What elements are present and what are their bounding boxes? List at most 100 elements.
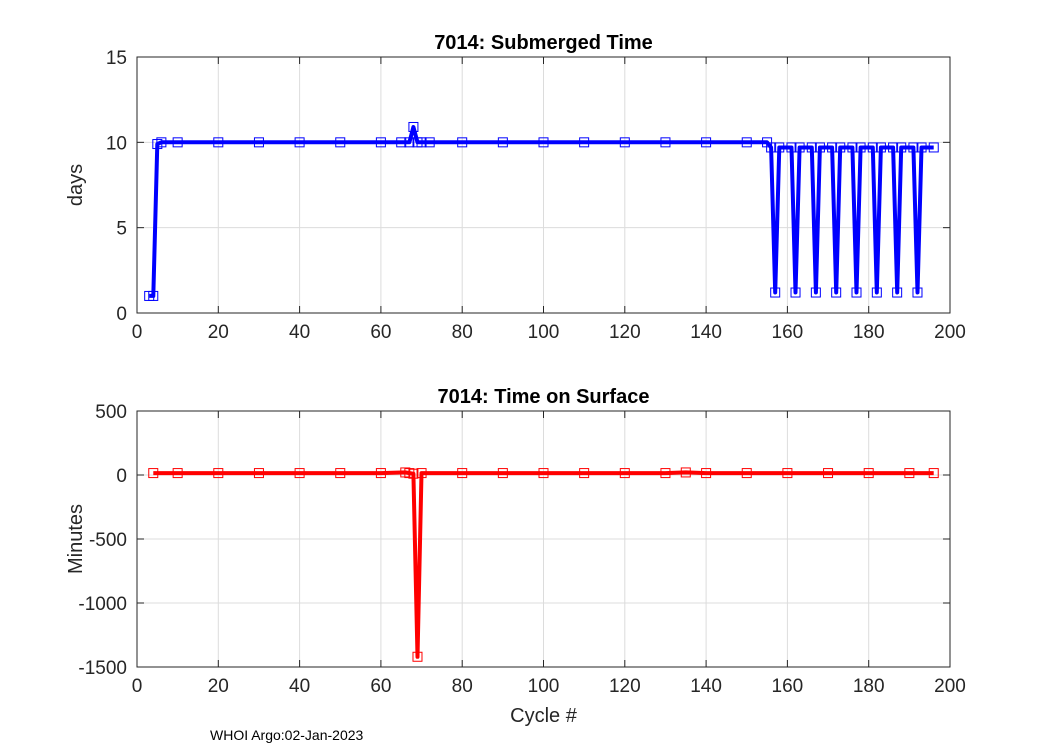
chart0-marker-0-40 <box>867 142 878 153</box>
chart0-marker-0-26 <box>770 287 781 298</box>
chart1-title: 7014: Time on Surface <box>438 386 650 408</box>
chart0-marker-0-4 <box>172 137 183 148</box>
chart0-marker-0-3 <box>156 137 167 148</box>
chart1-marker-0-5 <box>335 468 346 479</box>
chart0-marker-0-42 <box>875 142 886 153</box>
chart1-marker-0-2 <box>213 468 224 479</box>
chart1-marker-0-6 <box>375 468 386 479</box>
chart1-xtick-label-2: 40 <box>289 676 310 697</box>
footer-stamp: WHOI Argo:02-Jan-2023 <box>210 727 364 743</box>
chart0-marker-0-16 <box>457 137 468 148</box>
chart1-marker-0-10 <box>412 651 423 662</box>
chart0-ytick-label-2: 10 <box>106 133 127 154</box>
chart0-marker-0-44 <box>892 287 903 298</box>
chart0-marker-0-5 <box>213 137 224 148</box>
chart1-marker-0-0 <box>148 468 159 479</box>
chart1-xtick-label-7: 140 <box>690 676 722 697</box>
chart0-marker-0-9 <box>375 137 386 148</box>
chart1-ytick-label-4: -1500 <box>78 658 127 679</box>
chart0-marker-0-43 <box>888 142 899 153</box>
chart1-ytick-label-0: 500 <box>95 402 127 423</box>
chart0-marker-0-49 <box>928 142 939 153</box>
chart0-marker-0-35 <box>831 287 842 298</box>
chart0-marker-0-22 <box>701 137 712 148</box>
chart0-marker-0-29 <box>790 287 801 298</box>
chart0-marker-0-31 <box>806 142 817 153</box>
chart0-ytick-label-1: 5 <box>116 219 127 240</box>
chart0-ylabel: days <box>65 164 87 206</box>
chart0-xtick-label-0: 0 <box>132 322 143 343</box>
chart0-xtick-label-1: 20 <box>208 322 229 343</box>
chart0-marker-0-37 <box>847 142 858 153</box>
chart1-xtick-label-6: 120 <box>609 676 641 697</box>
chart0-marker-0-1 <box>148 290 159 301</box>
chart0-title: 7014: Submerged Time <box>434 32 653 54</box>
chart0-marker-0-28 <box>786 142 797 153</box>
chart0-marker-0-46 <box>908 142 919 153</box>
chart0-marker-0-25 <box>766 142 777 153</box>
chart1-xtick-label-1: 20 <box>208 676 229 697</box>
chart0-marker-0-19 <box>579 137 590 148</box>
chart0-xtick-label-7: 140 <box>690 322 722 343</box>
chart1-marker-0-1 <box>172 468 183 479</box>
chart1-ylabel: Minutes <box>65 504 87 574</box>
chart0-ytick-label-3: 15 <box>106 48 127 69</box>
chart1-marker-0-3 <box>253 468 264 479</box>
chart0-marker-0-20 <box>619 137 630 148</box>
chart0-marker-0-21 <box>660 137 671 148</box>
chart0-marker-0-38 <box>851 287 862 298</box>
chart1-marker-0-13 <box>497 468 508 479</box>
chart0-marker-0-47 <box>912 287 923 298</box>
submerged-time-plot: 0 20 40 60 80 100 120 140 160 180 200 0 5 10 15 7014: S… <box>65 32 966 343</box>
chart0-marker-0-11 <box>404 137 415 148</box>
chart1-marker-0-18 <box>680 467 691 478</box>
chart0-xtick-label-4: 80 <box>452 322 473 343</box>
chart0-marker-0-10 <box>396 137 407 148</box>
chart0-xtick-label-3: 60 <box>370 322 391 343</box>
chart1-xtick-label-4: 80 <box>452 676 473 697</box>
chart0-marker-0-41 <box>871 287 882 298</box>
chart1-marker-0-22 <box>823 468 834 479</box>
chart0-marker-0-39 <box>855 142 866 153</box>
chart1-marker-0-14 <box>538 468 549 479</box>
chart0-xtick-label-10: 200 <box>934 322 966 343</box>
chart1-marker-0-12 <box>457 468 468 479</box>
chart1-marker-0-19 <box>701 468 712 479</box>
chart0-xtick-label-9: 180 <box>853 322 885 343</box>
chart1-marker-0-11 <box>416 468 427 479</box>
chart1-marker-0-17 <box>660 468 671 479</box>
chart0-marker-0-23 <box>741 137 752 148</box>
chart0-xtick-label-5: 100 <box>528 322 560 343</box>
chart0-marker-0-15 <box>424 137 435 148</box>
chart0-marker-0-8 <box>335 137 346 148</box>
chart0-xtick-label-8: 160 <box>772 322 804 343</box>
chart1-xlabel: Cycle # <box>510 705 578 727</box>
surface-time-plot: 0 20 40 60 80 100 120 140 160 180 200 500 0 -500 -1000… <box>65 386 966 727</box>
chart1-marker-0-24 <box>904 468 915 479</box>
chart1-series-line-0 <box>153 470 934 659</box>
chart0-xtick-label-2: 40 <box>289 322 310 343</box>
chart0-marker-0-27 <box>774 142 785 153</box>
chart0-marker-0-17 <box>497 137 508 148</box>
chart1-marker-0-21 <box>782 468 793 479</box>
chart0-marker-0-18 <box>538 137 549 148</box>
chart1-xtick-label-8: 160 <box>772 676 804 697</box>
chart1-marker-0-16 <box>619 468 630 479</box>
chart0-marker-0-32 <box>810 287 821 298</box>
chart1-marker-0-25 <box>928 468 939 479</box>
chart0-marker-0-7 <box>294 137 305 148</box>
chart0-series-line-0 <box>149 125 934 298</box>
chart0-marker-0-6 <box>253 137 264 148</box>
chart0-marker-0-48 <box>916 142 927 153</box>
chart0-marker-0-14 <box>416 137 427 148</box>
chart1-ytick-label-3: -1000 <box>78 594 127 615</box>
chart0-marker-0-12 <box>408 121 419 132</box>
chart0-marker-0-45 <box>896 142 907 153</box>
chart1-xtick-label-10: 200 <box>934 676 966 697</box>
chart0-xtick-label-6: 120 <box>609 322 641 343</box>
chart1-xtick-label-5: 100 <box>528 676 560 697</box>
chart1-ytick-label-1: 0 <box>116 466 127 487</box>
chart1-marker-0-20 <box>741 468 752 479</box>
chart1-marker-0-9 <box>408 468 419 479</box>
chart0-marker-0-30 <box>794 142 805 153</box>
